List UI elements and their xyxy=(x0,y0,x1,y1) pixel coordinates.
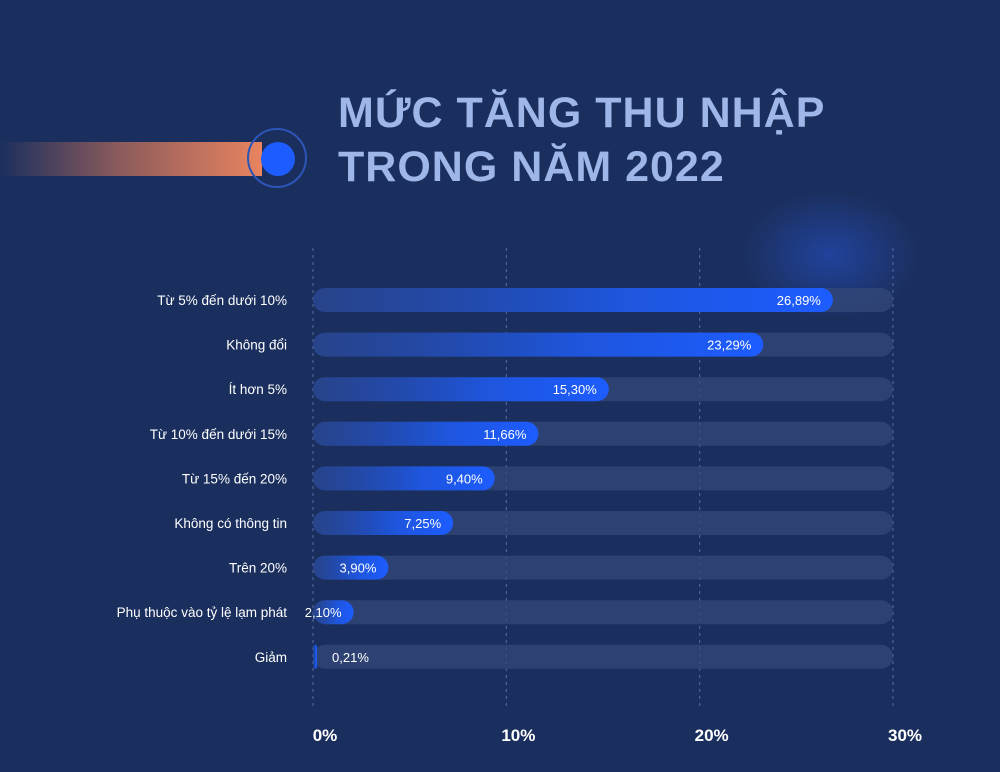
category-label-4: Từ 15% đến 20% xyxy=(182,471,287,486)
x-tick-label-0: 0% xyxy=(313,726,338,745)
category-label-7: Phụ thuộc vào tỷ lệ lạm phát xyxy=(117,605,288,620)
bar-0 xyxy=(313,288,833,312)
category-label-1: Không đổi xyxy=(226,338,287,353)
chart-title-line-1: MỨC TĂNG THU NHẬP xyxy=(338,89,826,137)
bar-2 xyxy=(313,377,609,402)
orange-streak-decoration xyxy=(0,142,262,176)
value-label-8: 0,21% xyxy=(332,650,369,665)
bar-7 xyxy=(313,600,354,625)
value-label-5: 7,25% xyxy=(404,516,441,531)
ring-decoration xyxy=(247,128,307,188)
bar-3 xyxy=(313,421,539,446)
category-label-5: Không có thông tin xyxy=(174,516,287,531)
value-label-6: 3,90% xyxy=(340,561,377,576)
category-label-0: Từ 5% đến dưới 10% xyxy=(157,293,287,308)
category-label-8: Giảm xyxy=(255,650,287,665)
value-label-4: 9,40% xyxy=(446,471,483,486)
value-label-7: 2,10% xyxy=(305,605,342,620)
bar-track-7 xyxy=(313,600,893,625)
bar-5 xyxy=(313,511,454,535)
bar-6 xyxy=(313,555,389,580)
bar-4 xyxy=(313,466,495,491)
category-label-2: Ít hơn 5% xyxy=(229,382,287,397)
bar-8 xyxy=(313,644,318,669)
chart-title: MỨC TĂNG THU NHẬP TRONG NĂM 2022 xyxy=(338,86,978,194)
x-tick-label-2: 20% xyxy=(695,726,729,745)
bar-track-6 xyxy=(313,555,893,580)
bar-track-5 xyxy=(313,511,893,535)
category-label-3: Từ 10% đến dưới 15% xyxy=(150,427,287,442)
value-label-2: 15,30% xyxy=(553,382,598,397)
category-label-6: Trên 20% xyxy=(229,561,287,576)
x-tick-label-1: 10% xyxy=(501,726,535,745)
value-label-1: 23,29% xyxy=(707,338,752,353)
value-label-0: 26,89% xyxy=(777,293,822,308)
x-tick-label-3: 30% xyxy=(888,726,922,745)
bar-track-8 xyxy=(313,644,893,669)
blue-dot-decoration xyxy=(261,142,295,176)
chart-title-line-2: TRONG NĂM 2022 xyxy=(338,143,725,191)
bar-1 xyxy=(313,332,764,357)
value-label-3: 11,66% xyxy=(483,427,527,442)
